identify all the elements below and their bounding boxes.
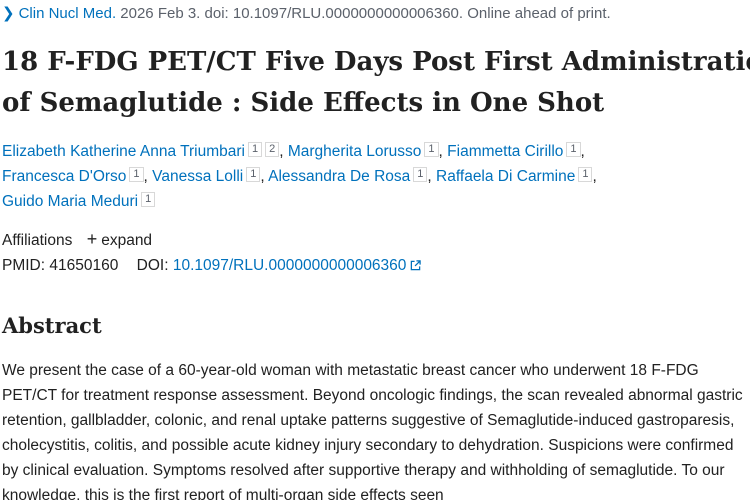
expand-button[interactable]: + expand	[86, 229, 153, 249]
affiliation-ref[interactable]: 1	[141, 192, 156, 207]
pmid-label: PMID:	[2, 257, 46, 274]
author-item: Alessandra De Rosa 1,	[268, 167, 432, 185]
expand-label: expand	[101, 232, 153, 249]
affiliation-ref[interactable]: 1	[578, 167, 593, 182]
external-link-icon	[411, 260, 422, 271]
affiliation-ref[interactable]: 1	[247, 142, 263, 157]
author-link[interactable]: Margherita Lorusso	[287, 143, 422, 160]
author-link[interactable]: Raffaela Di Carmine	[436, 168, 576, 185]
affiliations-label: Affiliations	[2, 232, 73, 249]
citation-line: ❯ Clin Nucl Med. 2026 Feb 3. doi: 10.1097…	[2, 4, 611, 22]
affiliation-ref[interactable]: 1	[246, 167, 261, 182]
abstract-text: We present the case of a 60-year-old wom…	[2, 362, 743, 500]
author-item: Fiammetta Cirillo 1,	[447, 142, 585, 160]
author-link[interactable]: Guido Maria Meduri	[2, 193, 139, 210]
identifiers: PMID: 41650160 DOI: 10.1097/RLU.00000000…	[2, 257, 422, 275]
author-link[interactable]: Francesca D'Orso	[2, 168, 127, 185]
pmid-value: 41650160	[49, 257, 119, 274]
author-item: Guido Maria Meduri 1	[2, 192, 156, 210]
author-item: Raffaela Di Carmine 1,	[436, 167, 597, 185]
title-line-1: 18 F-FDG PET/CT Five Days Post First Adm…	[2, 47, 750, 77]
affiliation-ref[interactable]: 1	[129, 167, 144, 182]
affiliation-ref[interactable]: 1	[566, 142, 581, 157]
plus-icon: +	[86, 229, 98, 249]
author-item: Vanessa Lolli 1,	[152, 167, 265, 185]
authors-list: Elizabeth Katherine Anna Triumbari 1 2, Ma…	[2, 139, 747, 214]
author-link[interactable]: Elizabeth Katherine Anna Triumbari	[2, 143, 245, 160]
author-link[interactable]: Vanessa Lolli	[152, 168, 244, 185]
affiliation-ref[interactable]: 2	[265, 142, 280, 157]
citation-details: 2026 Feb 3. doi: 10.1097/RLU.00000000000…	[116, 5, 611, 22]
doi-value: 10.1097/RLU.0000000000006360	[172, 257, 407, 274]
author-link[interactable]: Fiammetta Cirillo	[447, 143, 564, 160]
abstract-heading: Abstract	[2, 313, 102, 338]
title-line-2: of Semaglutide : Side Effects in One Sho…	[2, 88, 605, 118]
journal-link[interactable]: Clin Nucl Med.	[18, 5, 117, 22]
author-item: Elizabeth Katherine Anna Triumbari 1 2,	[2, 142, 284, 160]
doi-link[interactable]: 10.1097/RLU.0000000000006360	[173, 257, 422, 274]
author-link[interactable]: Alessandra De Rosa	[268, 168, 411, 185]
article-title: 18 F-FDG PET/CT Five Days Post First Adm…	[2, 42, 750, 124]
author-item: Francesca D'Orso 1,	[2, 167, 148, 185]
affiliations-toggle: Affiliations + expand	[2, 229, 152, 250]
doi-label: DOI:	[136, 257, 169, 274]
author-item: Margherita Lorusso 1,	[287, 142, 443, 160]
affiliation-ref[interactable]: 1	[424, 142, 439, 157]
chevron-right-icon[interactable]: ❯	[2, 5, 15, 22]
affiliation-ref[interactable]: 1	[413, 167, 428, 182]
